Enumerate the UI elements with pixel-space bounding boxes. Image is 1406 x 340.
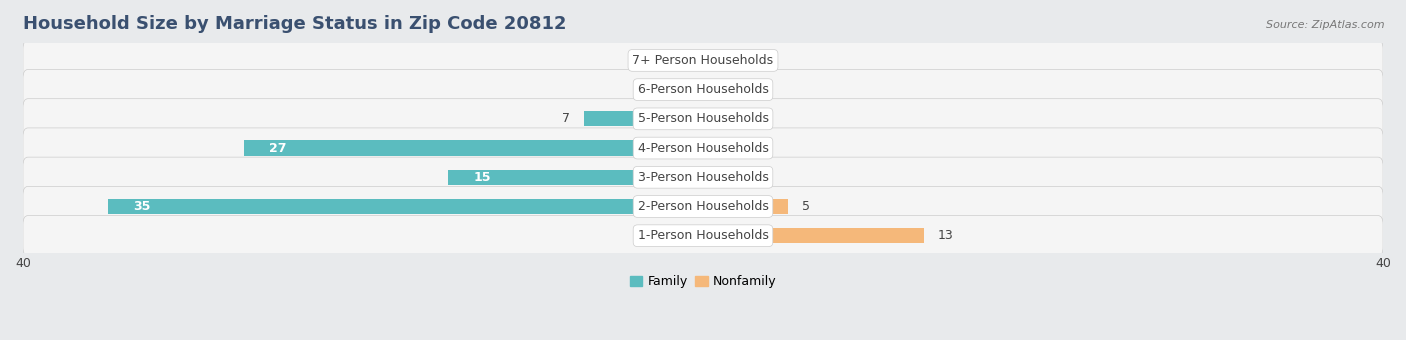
Bar: [245, 140, 703, 156]
Text: 7+ Person Households: 7+ Person Households: [633, 54, 773, 67]
Text: 35: 35: [134, 200, 150, 213]
Text: 0: 0: [682, 229, 689, 242]
Text: 2-Person Households: 2-Person Households: [637, 200, 769, 213]
Text: 15: 15: [474, 171, 491, 184]
Bar: [583, 111, 703, 126]
Text: 5: 5: [801, 200, 810, 213]
FancyBboxPatch shape: [22, 186, 1384, 227]
Text: 0: 0: [717, 112, 724, 125]
Bar: [686, 82, 703, 97]
Bar: [703, 228, 924, 243]
FancyBboxPatch shape: [22, 69, 1384, 110]
Text: Household Size by Marriage Status in Zip Code 20812: Household Size by Marriage Status in Zip…: [22, 15, 567, 33]
Text: 27: 27: [270, 141, 287, 155]
Text: 1: 1: [665, 83, 672, 96]
Bar: [703, 199, 787, 214]
Text: 4-Person Households: 4-Person Households: [637, 141, 769, 155]
FancyBboxPatch shape: [22, 128, 1384, 168]
Text: 7: 7: [562, 112, 571, 125]
Text: 5-Person Households: 5-Person Households: [637, 112, 769, 125]
Text: 3-Person Households: 3-Person Households: [637, 171, 769, 184]
Bar: [449, 170, 703, 185]
FancyBboxPatch shape: [22, 157, 1384, 198]
Text: 0: 0: [717, 171, 724, 184]
Text: 0: 0: [717, 54, 724, 67]
Text: Source: ZipAtlas.com: Source: ZipAtlas.com: [1267, 20, 1385, 30]
FancyBboxPatch shape: [22, 40, 1384, 81]
FancyBboxPatch shape: [22, 216, 1384, 256]
Text: 1-Person Households: 1-Person Households: [637, 229, 769, 242]
Bar: [108, 199, 703, 214]
Text: 0: 0: [682, 54, 689, 67]
Text: 0: 0: [717, 141, 724, 155]
Text: 13: 13: [938, 229, 953, 242]
Text: 6-Person Households: 6-Person Households: [637, 83, 769, 96]
FancyBboxPatch shape: [22, 99, 1384, 139]
Text: 0: 0: [717, 83, 724, 96]
Legend: Family, Nonfamily: Family, Nonfamily: [624, 270, 782, 293]
